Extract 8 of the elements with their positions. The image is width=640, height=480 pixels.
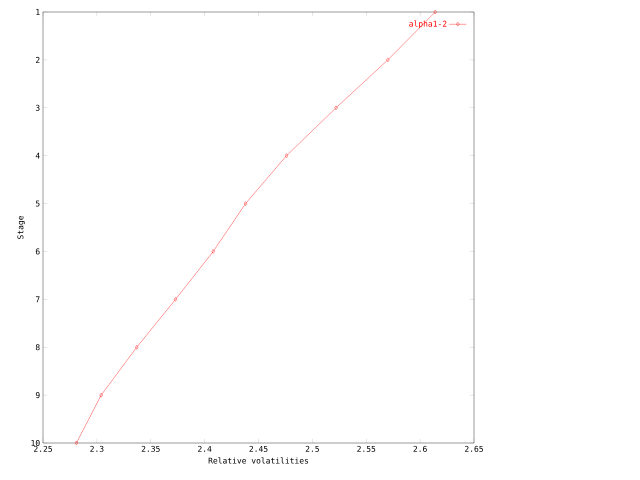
point bbox=[284, 153, 288, 158]
point bbox=[174, 297, 178, 302]
point bbox=[135, 345, 138, 350]
point bbox=[244, 201, 248, 206]
point bbox=[334, 106, 338, 110]
point bbox=[386, 58, 390, 62]
point bbox=[212, 249, 215, 254]
point bbox=[99, 392, 103, 398]
